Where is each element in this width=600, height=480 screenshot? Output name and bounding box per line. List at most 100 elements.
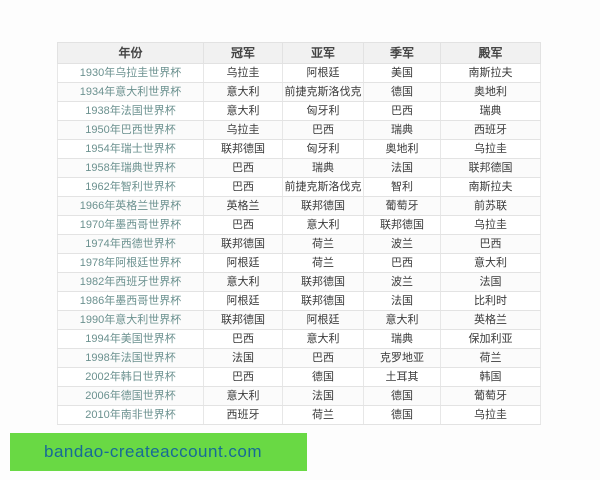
table-cell: 波兰 <box>363 272 441 292</box>
table-cell: 德国 <box>363 82 441 102</box>
table-cell: 韩国 <box>440 367 541 387</box>
table-cell: 乌拉圭 <box>203 63 283 83</box>
table-cell: 乌拉圭 <box>440 405 541 425</box>
table-cell: 英格兰 <box>203 196 283 216</box>
table-cell: 南斯拉夫 <box>440 177 541 197</box>
watermark-url-text: bandao-createaccount.com <box>44 442 263 461</box>
table-cell: 意大利 <box>203 386 283 406</box>
worldcup-results-table: 年份 冠军 亚军 季军 殿军 1930年乌拉圭世界杯 乌拉圭 阿根廷 美国 南斯拉夫 1934年意… <box>57 42 541 425</box>
table-row: 2010年南非世界杯 西班牙 荷兰 德国 乌拉圭 <box>57 405 541 425</box>
year-link-cell[interactable]: 1938年法国世界杯 <box>57 101 204 121</box>
column-header-4: 殿军 <box>440 42 541 64</box>
table-cell: 德国 <box>282 367 364 387</box>
table-cell: 阿根廷 <box>203 291 283 311</box>
table-row: 1962年智利世界杯 巴西 前捷克斯洛伐克 智利 南斯拉夫 <box>57 177 541 197</box>
table-cell: 南斯拉夫 <box>440 63 541 83</box>
column-header-1: 冠军 <box>203 42 283 64</box>
column-header-2: 亚军 <box>282 42 364 64</box>
table-cell: 智利 <box>363 177 441 197</box>
table-cell: 巴西 <box>203 177 283 197</box>
table-cell: 意大利 <box>203 272 283 292</box>
year-link-cell[interactable]: 1982年西班牙世界杯 <box>57 272 204 292</box>
year-link-cell[interactable]: 1994年美国世界杯 <box>57 329 204 349</box>
table-cell: 德国 <box>363 386 441 406</box>
year-link-cell[interactable]: 1954年瑞士世界杯 <box>57 139 204 159</box>
table-row: 1970年墨西哥世界杯 巴西 意大利 联邦德国 乌拉圭 <box>57 215 541 235</box>
table-cell: 保加利亚 <box>440 329 541 349</box>
table-cell: 联邦德国 <box>282 291 364 311</box>
table-cell: 意大利 <box>282 215 364 235</box>
column-header-3: 季军 <box>363 42 441 64</box>
table-cell: 意大利 <box>203 101 283 121</box>
table-cell: 阿根廷 <box>203 253 283 273</box>
table-cell: 法国 <box>282 386 364 406</box>
year-link-cell[interactable]: 1998年法国世界杯 <box>57 348 204 368</box>
table-cell: 乌拉圭 <box>203 120 283 140</box>
table-row: 1966年英格兰世界杯 英格兰 联邦德国 葡萄牙 前苏联 <box>57 196 541 216</box>
year-link-cell[interactable]: 1986年墨西哥世界杯 <box>57 291 204 311</box>
table-cell: 意大利 <box>203 82 283 102</box>
year-link-cell[interactable]: 2002年韩日世界杯 <box>57 367 204 387</box>
table-cell: 联邦德国 <box>440 158 541 178</box>
table-cell: 奥地利 <box>440 82 541 102</box>
table-cell: 阿根廷 <box>282 310 364 330</box>
table-cell: 土耳其 <box>363 367 441 387</box>
table-cell: 德国 <box>363 405 441 425</box>
table-cell: 瑞典 <box>440 101 541 121</box>
table-cell: 巴西 <box>203 215 283 235</box>
table-cell: 瑞典 <box>282 158 364 178</box>
table-row: 1958年瑞典世界杯 巴西 瑞典 法国 联邦德国 <box>57 158 541 178</box>
year-link-cell[interactable]: 1966年英格兰世界杯 <box>57 196 204 216</box>
table-cell: 联邦德国 <box>363 215 441 235</box>
table-row: 1950年巴西世界杯 乌拉圭 巴西 瑞典 西班牙 <box>57 120 541 140</box>
year-link-cell[interactable]: 1930年乌拉圭世界杯 <box>57 63 204 83</box>
table-cell: 克罗地亚 <box>363 348 441 368</box>
year-link-cell[interactable]: 1990年意大利世界杯 <box>57 310 204 330</box>
table-cell: 巴西 <box>203 367 283 387</box>
year-link-cell[interactable]: 1970年墨西哥世界杯 <box>57 215 204 235</box>
table-cell: 阿根廷 <box>282 63 364 83</box>
table-row: 1978年阿根廷世界杯 阿根廷 荷兰 巴西 意大利 <box>57 253 541 273</box>
table-cell: 法国 <box>363 291 441 311</box>
table-header-row: 年份 冠军 亚军 季军 殿军 <box>57 42 541 64</box>
year-link-cell[interactable]: 2010年南非世界杯 <box>57 405 204 425</box>
table-cell: 葡萄牙 <box>363 196 441 216</box>
table-cell: 匈牙利 <box>282 101 364 121</box>
table-cell: 联邦德国 <box>282 196 364 216</box>
table-cell: 英格兰 <box>440 310 541 330</box>
table-cell: 比利时 <box>440 291 541 311</box>
table-cell: 瑞典 <box>363 120 441 140</box>
table-row: 2006年德国世界杯 意大利 法国 德国 葡萄牙 <box>57 386 541 406</box>
table-cell: 波兰 <box>363 234 441 254</box>
year-link-cell[interactable]: 1934年意大利世界杯 <box>57 82 204 102</box>
table-cell: 乌拉圭 <box>440 139 541 159</box>
table-cell: 前捷克斯洛伐克 <box>282 177 364 197</box>
table-row: 1974年西德世界杯 联邦德国 荷兰 波兰 巴西 <box>57 234 541 254</box>
table-cell: 联邦德国 <box>203 139 283 159</box>
column-header-0: 年份 <box>57 42 204 64</box>
table-cell: 意大利 <box>440 253 541 273</box>
year-link-cell[interactable]: 1962年智利世界杯 <box>57 177 204 197</box>
table-cell: 法国 <box>440 272 541 292</box>
table-cell: 荷兰 <box>440 348 541 368</box>
table-row: 1994年美国世界杯 巴西 意大利 瑞典 保加利亚 <box>57 329 541 349</box>
table-cell: 联邦德国 <box>282 272 364 292</box>
table-row: 1998年法国世界杯 法国 巴西 克罗地亚 荷兰 <box>57 348 541 368</box>
table-cell: 葡萄牙 <box>440 386 541 406</box>
table-cell: 巴西 <box>363 253 441 273</box>
table-cell: 前捷克斯洛伐克 <box>282 82 364 102</box>
table-row: 1930年乌拉圭世界杯 乌拉圭 阿根廷 美国 南斯拉夫 <box>57 63 541 83</box>
table-cell: 意大利 <box>363 310 441 330</box>
year-link-cell[interactable]: 1958年瑞典世界杯 <box>57 158 204 178</box>
table-cell: 巴西 <box>363 101 441 121</box>
table-cell: 西班牙 <box>440 120 541 140</box>
year-link-cell[interactable]: 1950年巴西世界杯 <box>57 120 204 140</box>
year-link-cell[interactable]: 2006年德国世界杯 <box>57 386 204 406</box>
table-cell: 美国 <box>363 63 441 83</box>
year-link-cell[interactable]: 1974年西德世界杯 <box>57 234 204 254</box>
table-row: 1938年法国世界杯 意大利 匈牙利 巴西 瑞典 <box>57 101 541 121</box>
year-link-cell[interactable]: 1978年阿根廷世界杯 <box>57 253 204 273</box>
watermark-banner: bandao-createaccount.com <box>10 433 307 471</box>
table-cell: 瑞典 <box>363 329 441 349</box>
